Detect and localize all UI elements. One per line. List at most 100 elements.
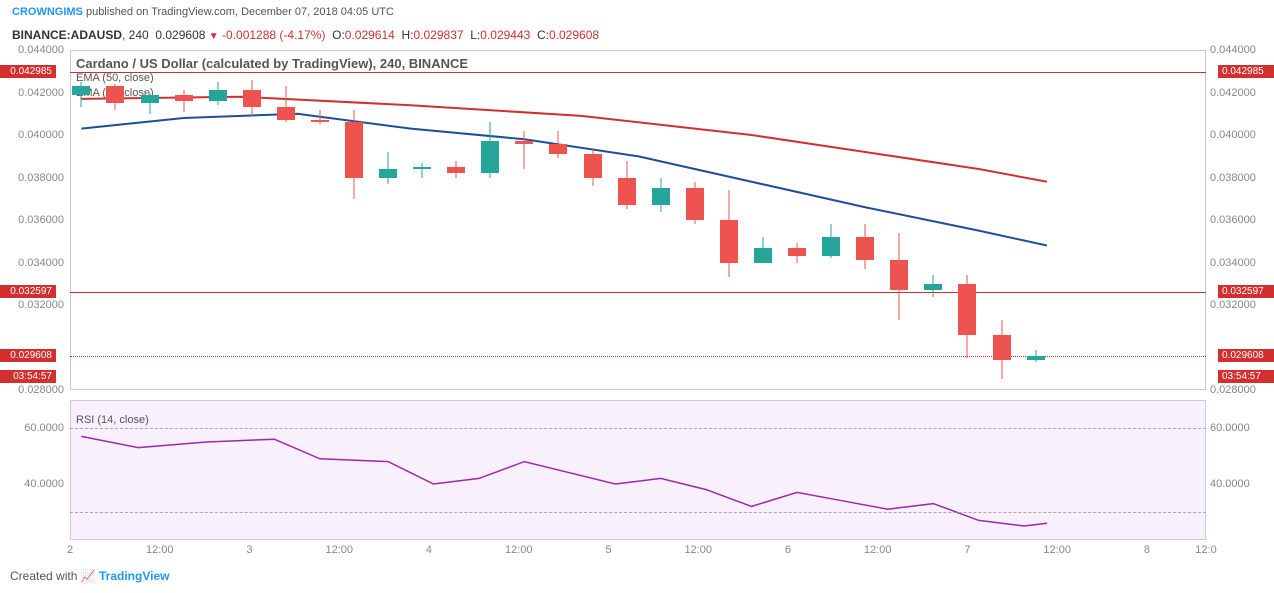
- y-label: 0.036000: [1210, 214, 1266, 226]
- candle: [379, 152, 397, 184]
- candle: [754, 237, 772, 263]
- x-label: 12:00: [325, 544, 353, 556]
- candle: [924, 275, 942, 296]
- timeframe: 240: [129, 28, 149, 42]
- candle: [175, 90, 193, 111]
- candle: [311, 110, 329, 125]
- y-label: 0.040000: [1210, 129, 1266, 141]
- change: -0.001288: [222, 28, 276, 42]
- y-label: 0.032000: [8, 299, 64, 311]
- tradingview-brand[interactable]: TradingView: [99, 569, 169, 583]
- rsi-y-label: 60.0000: [8, 422, 64, 434]
- y-label: 0.038000: [1210, 172, 1266, 184]
- down-arrow-icon: ▼: [209, 31, 219, 42]
- h-val: 0.029837: [414, 28, 464, 42]
- rsi-y-label: 60.0000: [1210, 422, 1266, 434]
- x-label: 5: [605, 544, 611, 556]
- candle: [106, 84, 124, 110]
- candle: [993, 320, 1011, 380]
- y-label: 0.040000: [8, 129, 64, 141]
- rsi-band-line: [70, 428, 1206, 429]
- x-label: 2: [67, 544, 73, 556]
- author-link[interactable]: CROWNGIMS: [12, 6, 83, 18]
- candle: [720, 190, 738, 277]
- candle: [243, 80, 261, 116]
- site-text: TradingView.com: [151, 6, 235, 18]
- o-label: O:: [332, 28, 345, 42]
- x-label: 4: [426, 544, 432, 556]
- pub-text: published on: [86, 6, 148, 18]
- countdown-label: 03:54:57: [0, 370, 56, 383]
- x-label: 12:00: [684, 544, 712, 556]
- countdown-label: 03:54:57: [1218, 370, 1274, 383]
- candle: [447, 161, 465, 178]
- x-label: 12:0: [1195, 544, 1216, 556]
- rsi-chart[interactable]: [70, 400, 1206, 540]
- x-label: 12:00: [146, 544, 174, 556]
- price-line-label: 0.029608: [0, 349, 56, 362]
- c-val: 0.029608: [549, 28, 599, 42]
- y-label: 0.042000: [8, 87, 64, 99]
- candle: [549, 131, 567, 159]
- y-label: 0.042000: [1210, 87, 1266, 99]
- y-label: 0.032000: [1210, 299, 1266, 311]
- x-label: 12:00: [505, 544, 533, 556]
- rsi-band-line: [70, 512, 1206, 513]
- price-line: [70, 72, 1206, 73]
- price-line-label: 0.032597: [1218, 285, 1274, 298]
- ticker-row: BINANCE:ADAUSD, 240 0.029608 ▼ -0.001288…: [0, 24, 1274, 46]
- o-val: 0.029614: [345, 28, 395, 42]
- price-line-label: 0.042985: [0, 65, 56, 78]
- candle: [277, 86, 295, 122]
- candle: [822, 224, 840, 258]
- y-label: 0.044000: [1210, 44, 1266, 56]
- candle: [345, 110, 363, 199]
- l-label: L:: [470, 28, 480, 42]
- x-label: 12:00: [1043, 544, 1071, 556]
- x-label: 8: [1144, 544, 1150, 556]
- price-line-label: 0.032597: [0, 285, 56, 298]
- chart-title: Cardano / US Dollar (calculated by Tradi…: [76, 56, 468, 71]
- candle: [652, 178, 670, 212]
- candle: [141, 93, 159, 114]
- rsi-y-label: 40.0000: [1210, 478, 1266, 490]
- price-line-label: 0.042985: [1218, 65, 1274, 78]
- candle: [618, 161, 636, 210]
- candle: [72, 82, 90, 108]
- y-label: 0.034000: [1210, 257, 1266, 269]
- y-label: 0.044000: [8, 44, 64, 56]
- candle: [890, 233, 908, 320]
- date-text: December 07, 2018 04:05 UTC: [241, 6, 394, 18]
- change-pct: (-4.17%): [279, 28, 325, 42]
- h-label: H:: [402, 28, 414, 42]
- symbol: BINANCE:ADAUSD: [12, 28, 122, 42]
- y-label: 0.034000: [8, 257, 64, 269]
- y-label: 0.028000: [1210, 384, 1266, 396]
- y-label: 0.038000: [8, 172, 64, 184]
- y-label: 0.036000: [8, 214, 64, 226]
- c-label: C:: [537, 28, 549, 42]
- candle: [209, 82, 227, 105]
- candle: [856, 224, 874, 269]
- header: CROWNGIMS published on TradingView.com, …: [0, 0, 1274, 24]
- price-line-label: 0.029608: [1218, 349, 1274, 362]
- price: 0.029608: [155, 28, 205, 42]
- price-chart[interactable]: [70, 50, 1206, 390]
- rsi-title: RSI (14, close): [76, 414, 149, 426]
- candle: [584, 148, 602, 186]
- x-label: 12:00: [864, 544, 892, 556]
- candle: [481, 122, 499, 177]
- price-line: [70, 292, 1206, 293]
- x-label: 6: [785, 544, 791, 556]
- rsi-y-label: 40.0000: [8, 478, 64, 490]
- y-label: 0.028000: [8, 384, 64, 396]
- candle: [788, 243, 806, 262]
- footer: Created with 📈 TradingView: [10, 569, 169, 583]
- x-label: 7: [964, 544, 970, 556]
- candle: [413, 163, 431, 178]
- x-label: 3: [246, 544, 252, 556]
- tradingview-logo[interactable]: 📈: [81, 569, 99, 583]
- candle: [958, 275, 976, 358]
- l-val: 0.029443: [480, 28, 530, 42]
- candle: [1027, 350, 1045, 363]
